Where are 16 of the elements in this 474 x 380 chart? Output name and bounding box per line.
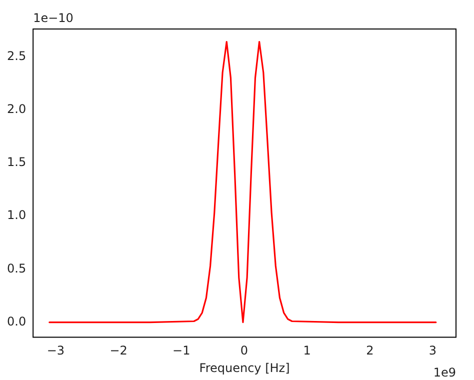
- y-tick-label: 0.0: [6, 314, 26, 328]
- x-tick-label: −1: [172, 344, 190, 358]
- y-tick-label: 0.5: [6, 261, 26, 276]
- x-axis-title: Frequency [Hz]: [199, 360, 290, 375]
- text: 1e−10: [33, 11, 74, 26]
- x-tick-label: 1: [303, 344, 311, 358]
- x-tick-label: 3: [428, 344, 437, 358]
- y-tick-label: 1.5: [6, 155, 26, 170]
- text: 1e9: [433, 365, 456, 380]
- x-tick-label: 0: [240, 344, 248, 358]
- x-tick-label: −2: [110, 344, 128, 358]
- x-tick-label: −3: [46, 344, 65, 358]
- x-tick-label: 2: [366, 344, 374, 358]
- y-tick-label: 1.0: [6, 208, 26, 222]
- y-tick-label: 2.0: [6, 102, 26, 116]
- y-tick-label: 2.5: [6, 48, 26, 63]
